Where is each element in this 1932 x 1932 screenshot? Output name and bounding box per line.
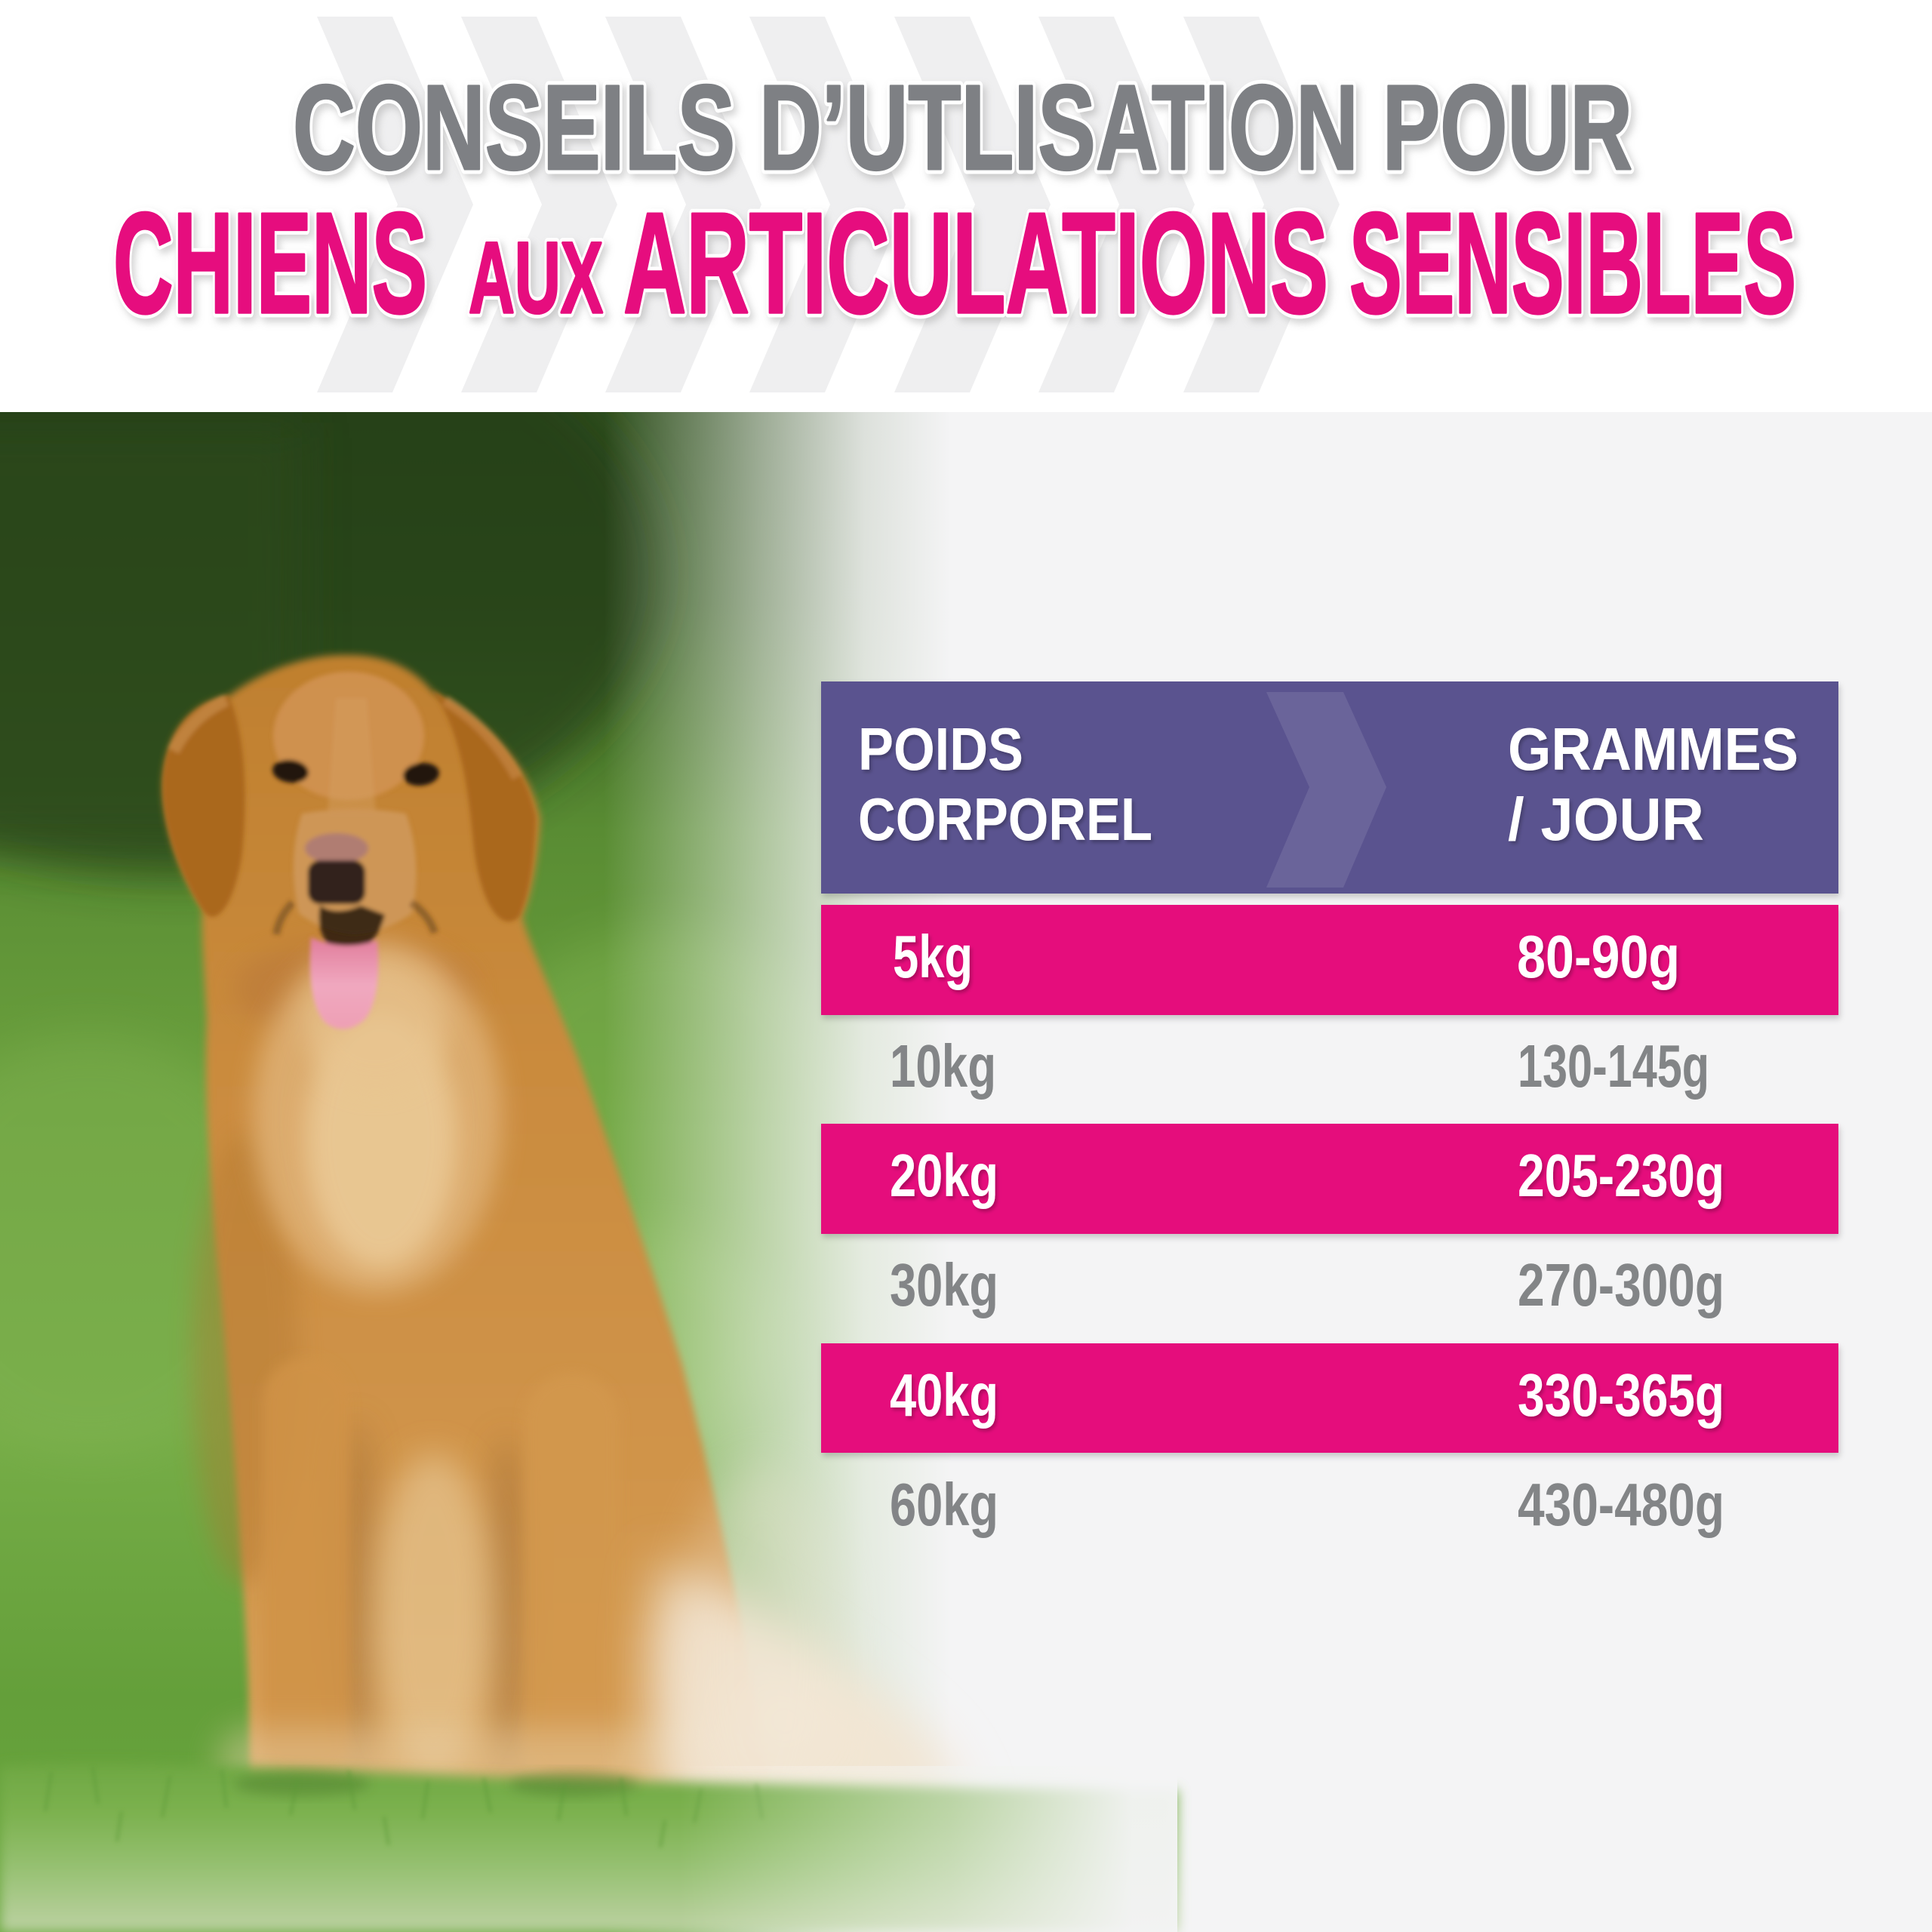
svg-text:430-480g: 430-480g — [1518, 1471, 1724, 1538]
svg-text:60kg: 60kg — [890, 1471, 998, 1538]
svg-text:CHIENS: CHIENS — [113, 183, 427, 343]
svg-text:SENSIBLES: SENSIBLES — [1349, 183, 1796, 343]
svg-text:CORPOREL: CORPOREL — [858, 786, 1152, 853]
svg-text:5kg: 5kg — [893, 923, 973, 990]
svg-text:CONSEILS D’UTLISATION POUR: CONSEILS D’UTLISATION POUR — [293, 60, 1632, 195]
svg-text:20kg: 20kg — [890, 1142, 998, 1209]
svg-text:AUX: AUX — [469, 222, 603, 334]
svg-text:10kg: 10kg — [890, 1032, 996, 1100]
svg-text:SENSIBLES: SENSIBLES — [1349, 183, 1796, 343]
svg-text:GRAMMES: GRAMMES — [1508, 715, 1798, 783]
svg-text:130-145g: 130-145g — [1518, 1032, 1709, 1100]
svg-text:POIDS: POIDS — [858, 715, 1023, 783]
svg-text:40kg: 40kg — [890, 1361, 998, 1429]
svg-text:80-90g: 80-90g — [1517, 923, 1680, 990]
svg-text:/ JOUR: / JOUR — [1508, 786, 1704, 853]
svg-text:330-365g: 330-365g — [1518, 1361, 1724, 1429]
svg-text:CONSEILS D’UTLISATION POUR: CONSEILS D’UTLISATION POUR — [293, 60, 1632, 195]
svg-text:AUX: AUX — [469, 222, 603, 334]
svg-text:ARTICULATIONS: ARTICULATIONS — [623, 183, 1328, 343]
svg-text:205-230g: 205-230g — [1518, 1142, 1724, 1209]
svg-text:ARTICULATIONS: ARTICULATIONS — [623, 183, 1328, 343]
svg-text:270-300g: 270-300g — [1518, 1251, 1724, 1318]
svg-text:30kg: 30kg — [890, 1251, 998, 1318]
svg-text:CHIENS: CHIENS — [113, 183, 427, 343]
